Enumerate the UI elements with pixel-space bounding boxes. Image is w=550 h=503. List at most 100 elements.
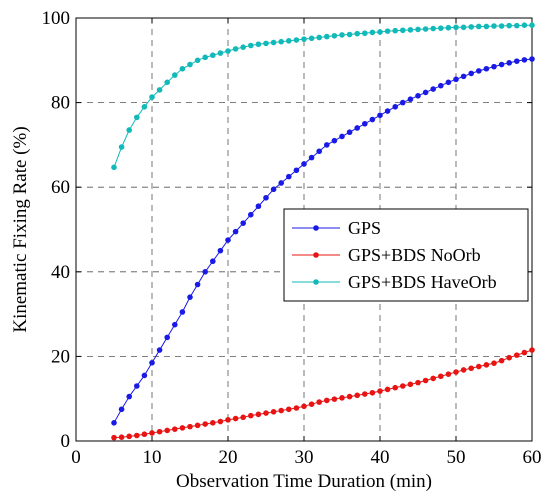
- data-point: [430, 25, 437, 32]
- data-point: [286, 173, 292, 180]
- data-point: [141, 104, 148, 110]
- data-point: [514, 352, 520, 358]
- data-point: [339, 133, 345, 140]
- data-point: [301, 403, 307, 410]
- data-point: [407, 27, 414, 33]
- series-gps-bds-haveorb: [111, 22, 535, 171]
- data-point: [225, 237, 231, 243]
- data-point: [316, 399, 323, 405]
- data-point: [134, 114, 140, 121]
- data-point: [529, 22, 535, 28]
- data-point: [263, 40, 269, 47]
- data-point: [232, 46, 239, 52]
- x-tick-label: 10: [143, 447, 162, 468]
- data-point: [126, 127, 132, 133]
- data-point: [377, 29, 383, 35]
- data-point: [339, 395, 345, 401]
- data-point: [422, 89, 429, 96]
- data-point: [514, 58, 520, 64]
- data-point: [392, 27, 399, 34]
- data-point: [156, 347, 163, 353]
- data-point: [118, 144, 125, 150]
- data-point: [240, 220, 246, 226]
- x-tick-label: 0: [71, 447, 81, 468]
- data-point: [293, 37, 300, 43]
- data-point: [369, 29, 376, 36]
- data-point: [506, 354, 512, 361]
- data-point: [339, 32, 345, 38]
- data-point: [202, 269, 208, 275]
- data-point: [453, 76, 459, 83]
- data-point: [346, 31, 353, 38]
- data-point: [156, 428, 163, 435]
- data-point: [468, 70, 475, 77]
- data-point: [460, 73, 467, 80]
- data-point: [460, 24, 467, 31]
- data-point: [400, 27, 406, 34]
- data-point: [286, 38, 292, 44]
- data-point: [270, 409, 277, 415]
- data-point: [270, 39, 277, 46]
- data-point: [346, 129, 353, 136]
- data-point: [301, 161, 307, 167]
- y-axis-title: Kinematic Fixing Rate (%): [10, 126, 31, 332]
- data-point: [331, 32, 338, 39]
- data-point: [362, 30, 368, 37]
- data-point: [111, 420, 117, 426]
- axis-ticks: [75, 17, 533, 442]
- data-point: [476, 68, 482, 74]
- data-point: [248, 211, 254, 218]
- data-point: [331, 396, 338, 402]
- data-point: [179, 425, 186, 431]
- data-point: [308, 154, 315, 161]
- data-point: [179, 309, 186, 315]
- data-point: [324, 397, 330, 404]
- data-point: [400, 99, 406, 106]
- data-point: [187, 423, 193, 430]
- data-point: [202, 54, 208, 61]
- data-point: [407, 381, 414, 388]
- data-point: [392, 384, 399, 391]
- data-point: [369, 389, 376, 396]
- x-tick-label: 60: [523, 447, 542, 468]
- series-gps: [111, 56, 535, 426]
- data-point: [217, 418, 224, 425]
- data-point: [149, 359, 155, 366]
- x-tick-labels: 0 10 20 30 40 50 60: [71, 447, 541, 468]
- legend: GPS GPS+BDS NoOrb GPS+BDS HaveOrb: [283, 208, 529, 302]
- x-tick-label: 40: [371, 447, 390, 468]
- y-tick-label: 0: [61, 431, 71, 452]
- data-point: [392, 104, 399, 110]
- data-point: [498, 61, 505, 68]
- data-point: [164, 334, 170, 341]
- data-point: [301, 36, 307, 42]
- data-point: [118, 406, 125, 413]
- data-point: [217, 247, 224, 254]
- data-point: [346, 393, 353, 400]
- data-point: [316, 34, 323, 41]
- data-point: [308, 35, 315, 42]
- legend-swatch-marker: [313, 252, 319, 258]
- data-point: [498, 23, 505, 29]
- data-point: [149, 430, 155, 436]
- legend-item: GPS+BDS NoOrb: [292, 245, 481, 265]
- data-point: [521, 57, 528, 63]
- data-point: [202, 421, 208, 427]
- x-tick-label: 30: [295, 447, 314, 468]
- data-point: [278, 38, 285, 45]
- data-point: [293, 405, 300, 411]
- data-point: [225, 417, 231, 423]
- data-point: [156, 87, 163, 93]
- data-point: [430, 375, 437, 382]
- data-point: [172, 321, 178, 328]
- data-point: [445, 79, 452, 86]
- data-point: [422, 377, 429, 384]
- data-point: [278, 407, 285, 414]
- data-point: [194, 281, 201, 288]
- data-point: [210, 52, 216, 59]
- data-point: [126, 393, 132, 400]
- series-layer: [111, 22, 535, 441]
- data-point: [438, 373, 444, 380]
- data-point: [468, 24, 475, 30]
